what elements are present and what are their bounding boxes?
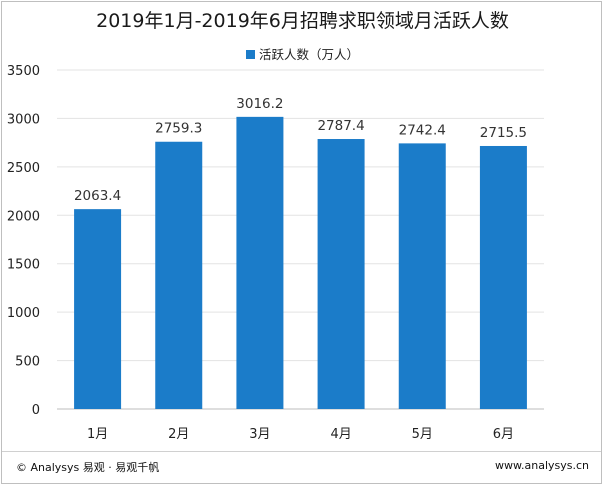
legend: 活跃人数（万人）	[0, 44, 605, 63]
y-tick-label: 500	[15, 355, 40, 370]
y-tick-label: 3500	[7, 64, 40, 79]
bar-3	[236, 116, 284, 409]
x-axis-ticks: 1月 2月 3月 4月 5月 6月	[87, 427, 514, 442]
legend-label: 活跃人数（万人）	[258, 47, 359, 62]
x-tick-label: 4月	[330, 427, 351, 442]
bar-2	[155, 141, 203, 410]
x-tick-label: 5月	[412, 427, 433, 442]
y-tick-label: 1500	[7, 258, 40, 273]
y-tick-label: 2500	[7, 161, 40, 176]
footer-url: www.analysys.cn	[495, 459, 589, 472]
bar-1	[74, 209, 122, 409]
y-axis-ticks: 0 500 1000 1500 2000 2500 3000 3500	[7, 64, 40, 418]
bar-5	[398, 143, 446, 409]
x-tick-label: 3月	[249, 427, 270, 442]
value-label: 3016.2	[236, 96, 283, 112]
x-tick-label: 1月	[87, 427, 108, 442]
bar-4	[317, 139, 365, 410]
footer-divider	[2, 451, 601, 452]
legend-swatch	[245, 50, 255, 59]
x-tick-label: 6月	[493, 427, 514, 442]
chart-title: 2019年1月-2019年6月招聘求职领域月活跃人数	[96, 10, 509, 32]
y-tick-label: 2000	[7, 209, 40, 224]
value-label: 2787.4	[317, 118, 364, 134]
value-labels: 2063.4 2759.3 3016.2 2787.4 2742.4 2715.5	[74, 96, 527, 204]
y-tick-label: 1000	[7, 306, 40, 321]
bars	[74, 116, 527, 410]
bar-6	[479, 145, 527, 409]
value-label: 2063.4	[74, 188, 121, 204]
value-label: 2715.5	[480, 125, 527, 141]
gridlines	[57, 69, 544, 410]
y-tick-label: 3000	[7, 112, 40, 127]
footer-copyright: © Analysys 易观 · 易观千帆	[16, 461, 160, 474]
y-tick-label: 0	[32, 403, 40, 418]
x-tick-label: 2月	[168, 427, 189, 442]
value-label: 2742.4	[399, 122, 446, 138]
value-label: 2759.3	[155, 121, 202, 137]
